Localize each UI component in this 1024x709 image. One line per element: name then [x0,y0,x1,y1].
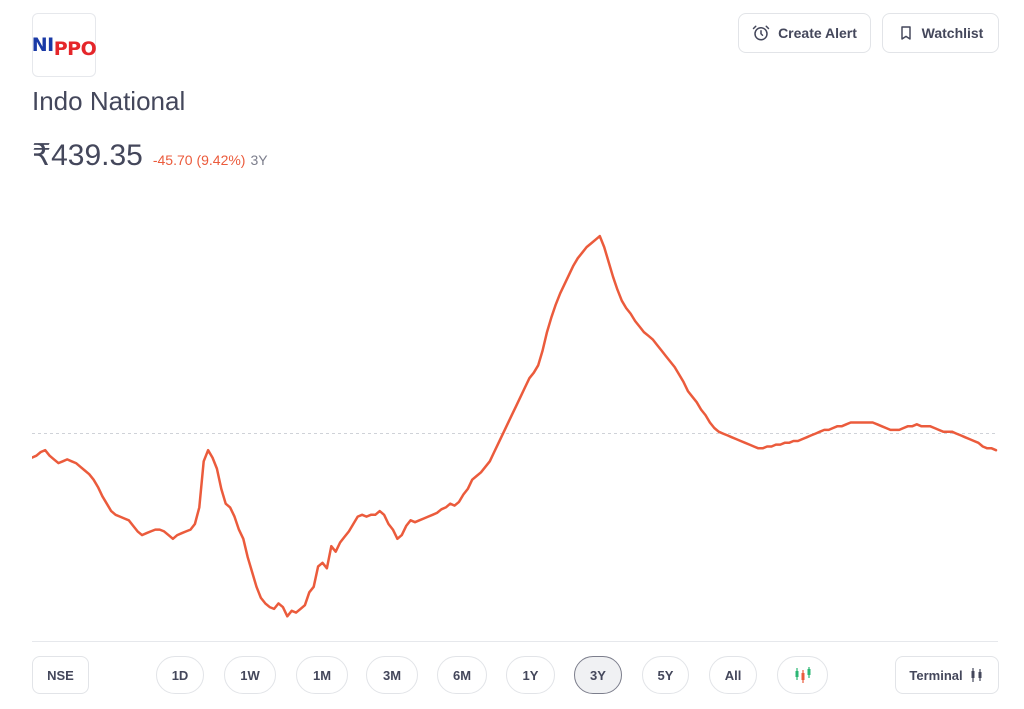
terminal-label: Terminal [909,667,963,683]
watchlist-button[interactable]: Watchlist [882,13,999,53]
range-1d-label: 1D [171,667,189,683]
range-3m-label: 3M [382,667,402,683]
price-row: ₹439.35 -45.70 (9.42%) 3Y [32,138,268,173]
candlestick-icon [795,667,810,683]
range-1w-label: 1W [240,667,260,683]
range-3y-button[interactable]: 3Y [574,656,622,694]
range-5y-label: 5Y [657,667,674,683]
create-alert-label: Create Alert [778,25,857,41]
price-chart[interactable] [32,210,998,635]
range-1w-button[interactable]: 1W [224,656,276,694]
change-period: 3Y [250,152,268,168]
range-1m-button[interactable]: 1M [296,656,348,694]
exchange-label: NSE [47,667,74,683]
range-all-label: All [724,667,742,683]
chart-type-button[interactable] [777,656,828,694]
range-3y-label: 3Y [590,667,606,683]
range-1d-button[interactable]: 1D [156,656,204,694]
price-line [32,234,998,618]
divider [32,641,998,642]
exchange-button[interactable]: NSE [32,656,89,694]
logo-part-2: PPO [53,38,97,60]
candlestick-mini-icon [971,668,982,682]
range-3m-button[interactable]: 3M [366,656,418,694]
alarm-clock-icon [752,25,770,41]
logo-text: NIPPO [31,34,97,60]
logo-part-1: NI [31,34,54,56]
range-1y-label: 1Y [522,667,539,683]
stock-price: ₹439.35 [32,139,143,172]
stock-name: Indo National [32,86,186,116]
create-alert-button[interactable]: Create Alert [738,13,871,53]
range-1y-button[interactable]: 1Y [506,656,555,694]
bookmark-icon [900,26,911,40]
range-6m-button[interactable]: 6M [437,656,487,694]
terminal-button[interactable]: Terminal [895,656,999,694]
price-change: -45.70 (9.42%) [152,152,246,168]
range-5y-button[interactable]: 5Y [642,656,689,694]
company-logo: NIPPO [31,13,97,77]
watchlist-label: Watchlist [921,25,984,41]
range-1m-label: 1M [312,667,332,683]
range-6m-label: 6M [452,667,472,683]
range-all-button[interactable]: All [709,656,757,694]
